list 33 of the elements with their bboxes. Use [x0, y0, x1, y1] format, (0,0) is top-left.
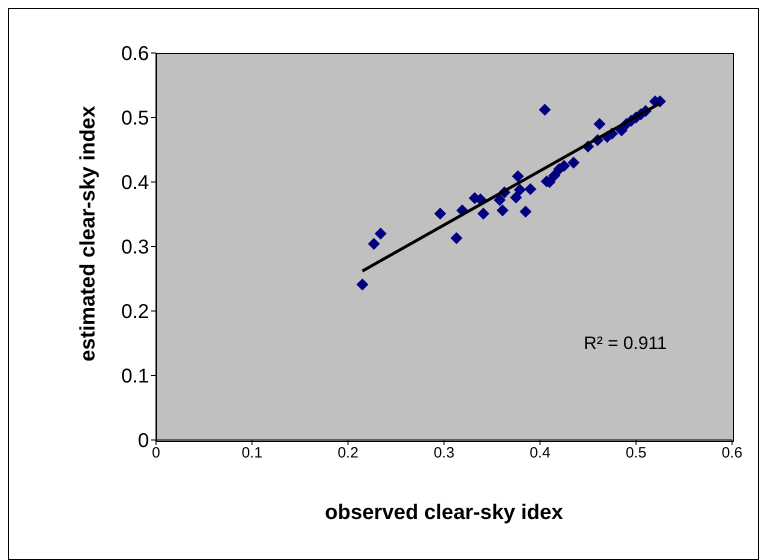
- point: [494, 194, 506, 206]
- y-tick-label: 0.2: [121, 301, 149, 324]
- point: [477, 208, 490, 220]
- point: [548, 170, 560, 182]
- point: [496, 204, 509, 216]
- x-tick-label: 0.6: [722, 444, 742, 462]
- x-tick-label: 0.5: [626, 444, 646, 462]
- y-tick-label: 0.1: [121, 366, 149, 388]
- point: [524, 183, 536, 196]
- y-tick-label: 0.4: [121, 172, 149, 194]
- x-tick-label: 0.4: [530, 444, 550, 462]
- annotation: R² = 0.911: [584, 333, 667, 354]
- x-tick-label: 0.2: [338, 444, 358, 462]
- point: [538, 104, 551, 116]
- x-axis-title: observed clear-sky idex: [324, 501, 564, 524]
- y-tick-label: 0.3: [121, 236, 149, 259]
- x-tick-label: 0.1: [242, 444, 262, 462]
- point: [568, 156, 580, 169]
- x-tick-label: 0.3: [434, 444, 454, 462]
- point: [514, 184, 526, 196]
- point: [510, 191, 522, 204]
- y-tick-label: 0.5: [121, 108, 149, 130]
- point: [356, 278, 368, 291]
- y-axis-title: estimated clear-sky index: [76, 106, 100, 362]
- x-tick-label: 0: [152, 444, 160, 462]
- point: [520, 206, 532, 218]
- point: [512, 170, 524, 182]
- point: [450, 232, 462, 244]
- point: [368, 238, 380, 250]
- y-tick-label: 0.6: [121, 43, 149, 66]
- point: [594, 118, 606, 130]
- point: [434, 208, 446, 220]
- point: [374, 228, 387, 240]
